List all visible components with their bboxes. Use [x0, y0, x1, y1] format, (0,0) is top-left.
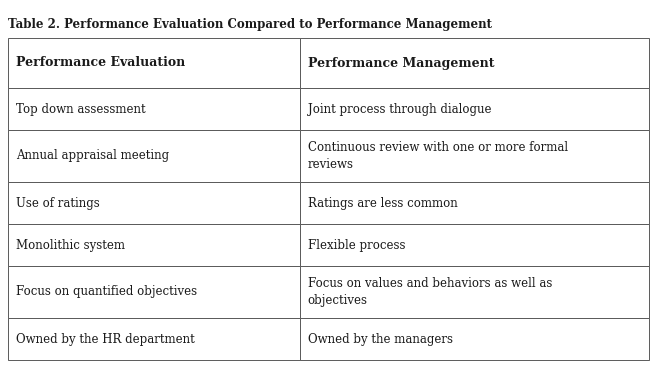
- Bar: [8, 224, 300, 266]
- Bar: [8, 88, 300, 130]
- Text: Performance Management: Performance Management: [307, 57, 494, 70]
- Text: Focus on quantified objectives: Focus on quantified objectives: [16, 286, 197, 298]
- Text: Monolithic system: Monolithic system: [16, 238, 125, 251]
- Bar: [8, 318, 300, 360]
- Text: Use of ratings: Use of ratings: [16, 196, 100, 209]
- Text: Owned by the HR department: Owned by the HR department: [16, 333, 194, 345]
- Text: Table 2. Performance Evaluation Compared to Performance Management: Table 2. Performance Evaluation Compared…: [8, 18, 492, 31]
- Text: Performance Evaluation: Performance Evaluation: [16, 57, 185, 70]
- Bar: [300, 88, 649, 130]
- Text: Flexible process: Flexible process: [307, 238, 405, 251]
- Text: Focus on values and behaviors as well as
objectives: Focus on values and behaviors as well as…: [307, 277, 552, 307]
- Text: Ratings are less common: Ratings are less common: [307, 196, 457, 209]
- Bar: [8, 266, 300, 318]
- Bar: [300, 224, 649, 266]
- Bar: [300, 38, 649, 88]
- Bar: [8, 130, 300, 182]
- Text: Owned by the managers: Owned by the managers: [307, 333, 453, 345]
- Text: Annual appraisal meeting: Annual appraisal meeting: [16, 149, 169, 162]
- Bar: [300, 266, 649, 318]
- Bar: [300, 130, 649, 182]
- Bar: [300, 318, 649, 360]
- Text: Top down assessment: Top down assessment: [16, 102, 146, 116]
- Bar: [300, 182, 649, 224]
- Bar: [8, 182, 300, 224]
- Bar: [8, 38, 300, 88]
- Text: Joint process through dialogue: Joint process through dialogue: [307, 102, 491, 116]
- Text: Continuous review with one or more formal
reviews: Continuous review with one or more forma…: [307, 141, 568, 171]
